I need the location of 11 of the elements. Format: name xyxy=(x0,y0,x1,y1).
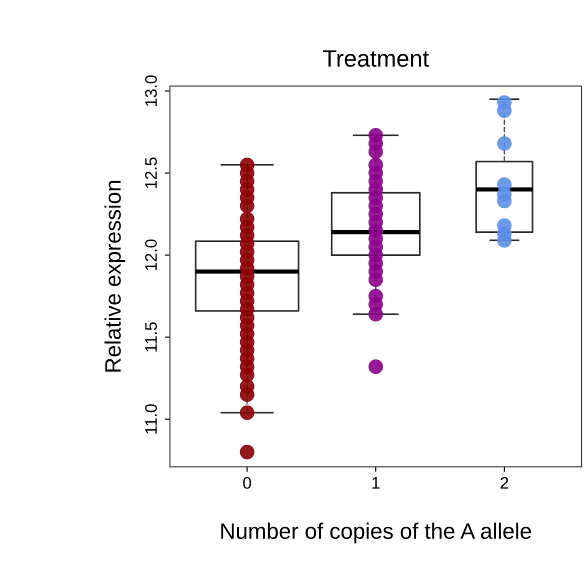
y-axis-title: Relative expression xyxy=(104,180,126,372)
y-tick-label: 12.5 xyxy=(145,158,157,188)
x-tick-label: 0 xyxy=(243,476,252,489)
chart-title: Treatment xyxy=(322,50,429,67)
y-tick-label: 11.5 xyxy=(145,322,157,352)
x-tick-label: 2 xyxy=(500,476,508,489)
x-axis-title: Number of copies of the A allele xyxy=(221,522,532,544)
y-tick-label: 12.0 xyxy=(145,240,157,270)
y-tick-label: 11.0 xyxy=(145,404,157,434)
x-tick-label: 1 xyxy=(372,477,380,489)
y-tick-label: 13.0 xyxy=(145,75,157,106)
